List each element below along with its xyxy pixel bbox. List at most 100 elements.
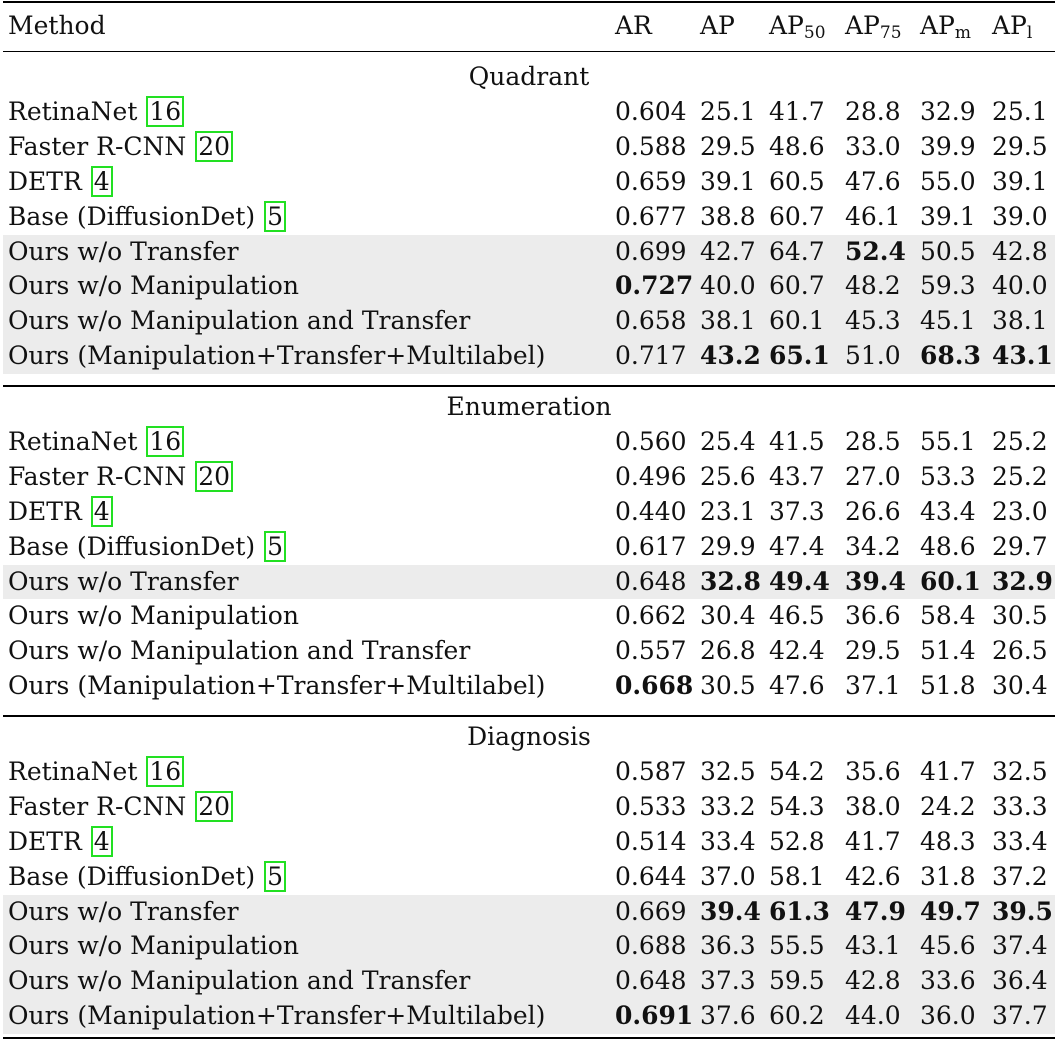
section-title: Enumeration: [446, 392, 612, 421]
citation-link[interactable]: 5: [264, 200, 286, 232]
apl-cell: 40.0: [992, 271, 1048, 301]
method-cell: Ours (Manipulation+Transfer+Multilabel): [8, 669, 545, 704]
header-apl: APl: [992, 9, 1032, 44]
header-ap75: AP75: [845, 9, 902, 44]
ap-cell: 30.4: [700, 601, 756, 631]
ap50-cell: 48.6: [769, 131, 825, 161]
table-row: Ours w/o Transfer 0.669 39.4 61.3 47.9 49.7 39…: [3, 894, 1055, 930]
ar-cell: 0.648: [615, 966, 687, 996]
header-rule: [3, 51, 1055, 52]
method-cell: DETR 4: [8, 825, 113, 860]
ar-cell: 0.691: [615, 1001, 694, 1031]
ap75-cell: 34.2: [845, 531, 901, 561]
method-cell: Ours w/o Manipulation and Transfer: [8, 304, 470, 339]
apl-cell: 38.1: [992, 306, 1048, 336]
ap75-cell: 37.1: [845, 671, 901, 701]
method-name: Ours w/o Transfer: [8, 236, 239, 266]
ap50-cell: 37.3: [769, 496, 825, 526]
apl-cell: 36.4: [992, 966, 1048, 996]
apm-cell: 59.3: [920, 271, 976, 301]
ar-cell: 0.727: [615, 271, 694, 301]
ap50-cell: 42.4: [769, 636, 825, 666]
apl-cell: 25.2: [992, 461, 1048, 491]
ar-cell: 0.659: [615, 166, 687, 196]
ap-cell: 29.5: [700, 131, 756, 161]
ar-cell: 0.688: [615, 931, 687, 961]
apm-cell: 53.3: [920, 461, 976, 491]
citation-link[interactable]: 5: [264, 530, 286, 562]
citation-link[interactable]: 20: [195, 130, 234, 162]
method-name: Ours w/o Manipulation and Transfer: [8, 966, 471, 996]
ap-cell: 37.3: [700, 966, 756, 996]
ar-cell: 0.662: [615, 601, 687, 631]
apl-cell: 29.7: [992, 531, 1048, 561]
ap-cell: 23.1: [700, 496, 756, 526]
method-cell: Base (DiffusionDet) 5: [8, 860, 286, 895]
table-row: RetinaNet 16 0.587 32.5 54.2 35.6 41.7 32.5: [3, 755, 1055, 790]
apm-cell: 45.6: [920, 931, 976, 961]
ar-cell: 0.587: [615, 756, 687, 786]
ap-cell: 33.2: [700, 791, 756, 821]
citation-link[interactable]: 20: [195, 790, 234, 822]
table-row: Ours w/o Manipulation 0.662 30.4 46.5 36.6 58…: [3, 599, 1055, 634]
ap75-cell: 48.2: [845, 271, 901, 301]
ap50-cell: 58.1: [769, 861, 825, 891]
ap-cell: 37.6: [700, 1001, 756, 1031]
ap75-cell: 38.0: [845, 791, 901, 821]
citation-link[interactable]: 5: [264, 860, 286, 892]
ar-cell: 0.669: [615, 896, 687, 926]
ap-cell: 25.6: [700, 461, 756, 491]
ap75-cell: 33.0: [845, 131, 901, 161]
method-cell: DETR 4: [8, 495, 113, 530]
ap75-cell: 42.6: [845, 861, 901, 891]
apl-cell: 37.2: [992, 861, 1048, 891]
ap75-cell: 47.9: [845, 896, 906, 926]
apm-cell: 48.3: [920, 826, 976, 856]
section-title: Diagnosis: [467, 722, 591, 751]
citation-link[interactable]: 20: [195, 460, 234, 492]
method-cell: RetinaNet 16: [8, 755, 185, 790]
ap50-cell: 60.5: [769, 166, 825, 196]
citation-link[interactable]: 16: [146, 755, 185, 787]
apm-cell: 39.9: [920, 131, 976, 161]
method-name: Ours w/o Manipulation: [8, 931, 299, 961]
apm-cell: 55.0: [920, 166, 976, 196]
citation-link[interactable]: 16: [146, 95, 185, 127]
apm-cell: 32.9: [920, 96, 976, 126]
ap-cell: 33.4: [700, 826, 756, 856]
ap75-cell: 46.1: [845, 201, 901, 231]
ap50-cell: 43.7: [769, 461, 825, 491]
table-row: DETR 4 0.659 39.1 60.5 47.6 55.0 39.1: [3, 165, 1055, 200]
citation-link[interactable]: 16: [146, 425, 185, 457]
header-ap75-base: AP: [845, 11, 880, 40]
header-ap50-sub: 50: [803, 23, 826, 43]
section-rule: [3, 385, 1055, 387]
header-row: Method AR AP AP50 AP75 APm APl: [3, 9, 1055, 44]
ar-cell: 0.717: [615, 341, 687, 371]
citation-link[interactable]: 4: [90, 495, 113, 527]
header-ap50-base: AP: [769, 11, 804, 40]
ap-cell: 39.1: [700, 166, 756, 196]
table-row: Ours (Manipulation+Transfer+Multilabel) 0…: [3, 999, 1055, 1035]
citation-link[interactable]: 4: [90, 825, 113, 857]
citation-link[interactable]: 4: [90, 165, 113, 197]
ap75-cell: 28.5: [845, 426, 901, 456]
ap50-cell: 61.3: [769, 896, 830, 926]
method-name: Ours w/o Manipulation and Transfer: [8, 306, 471, 336]
ap50-cell: 60.7: [769, 201, 825, 231]
method-name: Ours (Manipulation+Transfer+Multilabel): [8, 1001, 546, 1031]
ap-cell: 38.1: [700, 306, 756, 336]
header-apm: APm: [920, 9, 971, 44]
ap-cell: 37.0: [700, 861, 756, 891]
ap-cell: 42.7: [700, 236, 756, 266]
ap-cell: 36.3: [700, 931, 756, 961]
ap50-cell: 47.4: [769, 531, 825, 561]
apl-cell: 39.0: [992, 201, 1048, 231]
method-name: Base (DiffusionDet): [8, 861, 264, 891]
ar-cell: 0.658: [615, 306, 687, 336]
method-name: Ours (Manipulation+Transfer+Multilabel): [8, 671, 546, 701]
ap75-cell: 47.6: [845, 166, 901, 196]
ap-cell: 26.8: [700, 636, 756, 666]
method-cell: Base (DiffusionDet) 5: [8, 530, 286, 565]
table-row: Ours w/o Manipulation and Transfer 0.648 3…: [3, 964, 1055, 1000]
